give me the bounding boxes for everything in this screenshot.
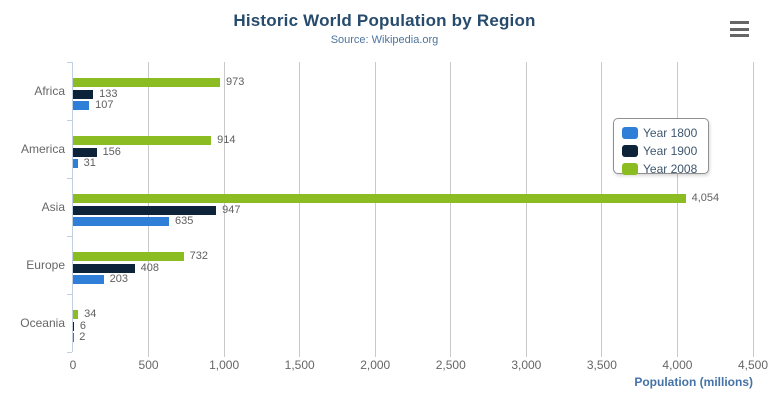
hamburger-icon <box>730 21 749 24</box>
value-axis-tick <box>450 352 452 357</box>
bar-value-label: 732 <box>189 250 208 262</box>
hamburger-icon <box>730 34 749 37</box>
legend-swatch-year-2008 <box>622 162 638 175</box>
gridline <box>525 62 527 352</box>
category-label-america: America <box>20 142 65 156</box>
export-menu-button[interactable] <box>730 21 749 37</box>
category-label-africa: Africa <box>34 84 65 98</box>
legend-item-label: Year 2008 <box>643 161 698 176</box>
value-axis-tick <box>148 352 150 357</box>
legend: Year 1800 Year 1900 Year 2008 <box>613 118 709 176</box>
legend-item-year-2008[interactable]: Year 2008 <box>622 161 708 176</box>
legend-item-label: Year 1900 <box>643 143 698 158</box>
category-axis-tick <box>67 293 72 295</box>
value-axis-label: 0 <box>69 358 77 372</box>
chart-subtitle: Source: Wikipedia.org <box>330 34 439 46</box>
bar-year-1900-africa[interactable] <box>73 89 94 99</box>
category-label-oceania: Oceania <box>20 316 65 330</box>
gridline <box>299 62 301 352</box>
legend-swatch-year-1900 <box>622 144 638 157</box>
category-axis-tick <box>67 119 72 121</box>
value-axis-tick <box>299 352 301 357</box>
legend-swatch-year-1800 <box>622 126 638 139</box>
gridline <box>450 62 452 352</box>
bar-value-label: 635 <box>174 215 194 227</box>
bar-value-label: 2 <box>79 331 86 343</box>
bar-year-1800-asia[interactable] <box>73 217 169 226</box>
value-axis-tick <box>752 352 754 357</box>
bar-value-label: 34 <box>84 308 97 320</box>
value-axis-tick <box>676 352 678 357</box>
value-axis-label: 2,000 <box>360 358 391 372</box>
legend-item-year-1800[interactable]: Year 1800 <box>622 125 708 140</box>
value-axis-label: 4,000 <box>662 358 693 372</box>
bar-year-1800-europe[interactable] <box>73 275 104 284</box>
value-axis-label: 1,000 <box>209 358 240 372</box>
bar-value-label: 107 <box>95 99 114 111</box>
category-label-asia: Asia <box>41 200 65 214</box>
category-label-europe: Europe <box>26 258 65 272</box>
value-axis-label: 1,500 <box>284 358 315 372</box>
bar-value-label: 408 <box>140 261 159 274</box>
bar-year-1800-america[interactable] <box>73 159 78 168</box>
bar-value-label: 6 <box>79 319 87 332</box>
legend-item-year-1900[interactable]: Year 1900 <box>622 143 708 158</box>
chart-title: Historic World Population by Region <box>233 11 536 30</box>
bar-year-1800-africa[interactable] <box>73 101 90 110</box>
legend-item-label: Year 1800 <box>643 125 698 140</box>
bar-value-label: 156 <box>102 145 121 158</box>
gridline <box>676 62 678 352</box>
value-axis-tick <box>374 352 376 357</box>
value-axis-tick <box>223 352 225 357</box>
value-axis-tick <box>525 352 527 357</box>
bar-value-label: 914 <box>217 134 236 146</box>
bar-year-1900-america[interactable] <box>73 147 97 157</box>
legend-items: Year 1800 Year 1900 Year 2008 <box>622 125 708 176</box>
bar-value-label: 203 <box>109 273 129 285</box>
bar-value-label: 31 <box>83 157 96 169</box>
gridline <box>223 62 225 352</box>
value-axis-tick <box>601 352 603 357</box>
category-axis-tick <box>67 177 72 179</box>
bar-value-label: 4,054 <box>691 192 720 204</box>
x-axis-title: Population (millions) <box>634 375 753 389</box>
bar-year-1900-europe[interactable] <box>73 263 135 273</box>
category-axis-tick <box>67 61 72 63</box>
bar-value-label: 973 <box>226 76 245 88</box>
value-axis-label: 3,000 <box>511 358 542 372</box>
value-axis-label: 2,500 <box>435 358 466 372</box>
bar-value-label: 947 <box>222 203 241 216</box>
hamburger-icon <box>730 27 749 31</box>
category-axis-line <box>72 62 73 352</box>
value-axis-label: 4,500 <box>737 358 769 372</box>
bar-year-1900-oceania[interactable] <box>73 321 74 331</box>
category-axis-tick <box>67 351 72 353</box>
gridline <box>374 62 376 352</box>
bar-year-2008-america[interactable] <box>73 136 212 145</box>
bar-year-2008-asia[interactable] <box>73 194 686 203</box>
value-axis-label: 3,500 <box>586 358 617 372</box>
bar-year-2008-africa[interactable] <box>73 78 221 87</box>
gridline <box>601 62 603 352</box>
value-axis-label: 500 <box>138 358 159 372</box>
bar-value-label: 133 <box>99 87 118 100</box>
gridline <box>752 62 754 352</box>
bar-year-2008-europe[interactable] <box>73 252 184 261</box>
category-axis-tick <box>67 235 72 237</box>
bar-year-2008-oceania[interactable] <box>73 310 79 319</box>
bar-year-1900-asia[interactable] <box>73 205 217 215</box>
